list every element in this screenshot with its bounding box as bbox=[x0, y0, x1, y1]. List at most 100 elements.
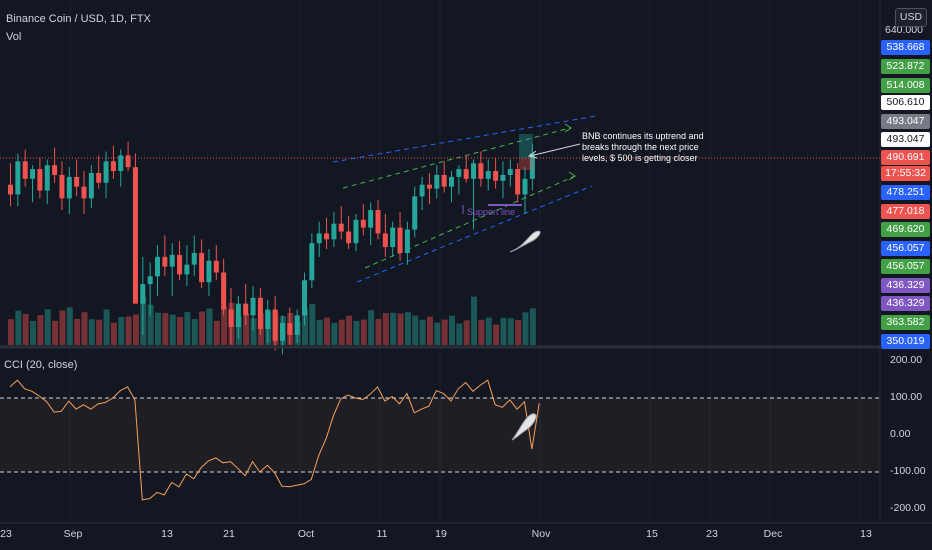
cci-indicator-title[interactable]: CCI (20, close) bbox=[4, 359, 78, 371]
volume-bar bbox=[463, 320, 470, 345]
candle-body bbox=[74, 176, 80, 187]
price-axis-label: 436.329 bbox=[881, 278, 930, 293]
candle-body bbox=[463, 169, 469, 179]
candle-body bbox=[515, 169, 521, 195]
volume-bar bbox=[147, 304, 154, 345]
analysis-note[interactable]: BNB continues its uptrend and breaks thr… bbox=[582, 131, 704, 163]
price-axis-label: 469.620 bbox=[881, 222, 930, 237]
volume-bar bbox=[441, 319, 448, 345]
candle-body bbox=[324, 233, 330, 240]
volume-bar bbox=[390, 312, 397, 345]
volume-bar bbox=[478, 319, 485, 345]
volume-bar bbox=[162, 313, 169, 345]
price-axis-label: 363.582 bbox=[881, 315, 930, 330]
price-axis-label: 490.691 bbox=[881, 150, 930, 165]
symbol-title[interactable]: Binance Coin / USD, 1D, FTX bbox=[6, 13, 151, 25]
volume-bar bbox=[302, 308, 308, 345]
price-axis-label: 478.251 bbox=[881, 185, 930, 200]
volume-bar bbox=[419, 319, 426, 345]
candle-body bbox=[59, 174, 65, 199]
volume-label[interactable]: Vol bbox=[6, 31, 22, 43]
volume-bar bbox=[103, 309, 110, 345]
candle-body bbox=[235, 303, 241, 328]
volume-bar bbox=[346, 315, 353, 345]
price-axis-label: 456.057 bbox=[881, 259, 930, 274]
candle-body bbox=[221, 272, 227, 310]
channel-lower-line[interactable] bbox=[356, 185, 593, 283]
candle-body bbox=[279, 323, 285, 341]
candle-body bbox=[140, 284, 146, 304]
candle-body bbox=[37, 169, 43, 191]
time-axis-tick: 13 bbox=[860, 528, 872, 540]
candle-body bbox=[191, 252, 197, 265]
analysis-note-line-2: breaks through the next price bbox=[582, 142, 699, 152]
volume-bar bbox=[515, 320, 522, 345]
volume-bar bbox=[338, 319, 345, 345]
candle-body bbox=[243, 303, 249, 316]
candle-body bbox=[132, 167, 138, 304]
volume-bar bbox=[331, 322, 338, 345]
time-axis-tick: 15 bbox=[646, 528, 658, 540]
volume-bar bbox=[66, 307, 73, 345]
volume-bar bbox=[529, 308, 536, 345]
candle-body bbox=[522, 178, 528, 195]
candle-body bbox=[8, 184, 13, 195]
wave-sketch-top bbox=[509, 230, 541, 253]
candle-body bbox=[309, 243, 315, 281]
candle-body bbox=[360, 219, 366, 228]
price-axis-label: 514.008 bbox=[881, 78, 930, 93]
price-axis-label: 436.329 bbox=[881, 296, 930, 311]
volume-bar bbox=[177, 317, 184, 345]
candle-body bbox=[302, 280, 307, 316]
candle-body bbox=[316, 233, 322, 244]
volume-bar bbox=[118, 316, 125, 345]
volume-bar bbox=[199, 311, 206, 345]
currency-button[interactable]: USD bbox=[895, 8, 927, 27]
volume-bar bbox=[434, 322, 441, 345]
volume-bar bbox=[522, 312, 529, 345]
price-axis-label: 350.019 bbox=[881, 334, 930, 349]
candle-body bbox=[390, 227, 396, 248]
cci-axis-tick: 200.00 bbox=[890, 354, 923, 366]
volume-bar bbox=[155, 312, 161, 345]
candle-body bbox=[44, 165, 50, 191]
cci-axis-tick: -200.00 bbox=[890, 502, 926, 514]
candle-body bbox=[155, 256, 160, 277]
cci-axis-tick: -100.00 bbox=[890, 465, 926, 477]
candle-body bbox=[397, 227, 403, 253]
note-pointer-line bbox=[529, 143, 581, 157]
cci-band bbox=[0, 398, 880, 472]
time-axis-tick: Oct bbox=[297, 528, 315, 540]
target-box[interactable] bbox=[519, 134, 533, 170]
volume-bar bbox=[88, 319, 95, 345]
time-axis-tick: 19 bbox=[435, 528, 447, 540]
candle-body bbox=[30, 169, 36, 179]
volume-bar bbox=[52, 320, 59, 345]
price-axis-label: 493.047 bbox=[881, 132, 930, 147]
candle-body bbox=[507, 169, 513, 175]
volume-bar bbox=[368, 310, 375, 345]
candle-body bbox=[184, 264, 190, 275]
candle-body bbox=[419, 184, 425, 197]
candle-body bbox=[147, 276, 153, 285]
volume-bar bbox=[206, 308, 213, 345]
candle-body bbox=[52, 165, 58, 175]
cci-axis-tick: 0.00 bbox=[890, 428, 911, 440]
candle-body bbox=[493, 171, 499, 181]
volume-bar bbox=[360, 319, 367, 345]
volume-bar bbox=[404, 312, 411, 345]
volume-bar bbox=[44, 309, 51, 345]
candle-body bbox=[485, 171, 491, 179]
volume-bar bbox=[59, 310, 66, 345]
candle-body bbox=[434, 174, 440, 189]
price-axis-label: 17:55:32 bbox=[881, 166, 930, 181]
volume-bar bbox=[493, 324, 500, 345]
candle-body bbox=[529, 153, 535, 179]
volume-bar bbox=[125, 316, 132, 345]
price-axis-label: 493.047 bbox=[881, 114, 930, 129]
candle-body bbox=[456, 169, 462, 177]
volume-bar bbox=[169, 314, 176, 345]
price-axis-label: 538.668 bbox=[881, 40, 930, 55]
volume-bar bbox=[184, 312, 191, 345]
